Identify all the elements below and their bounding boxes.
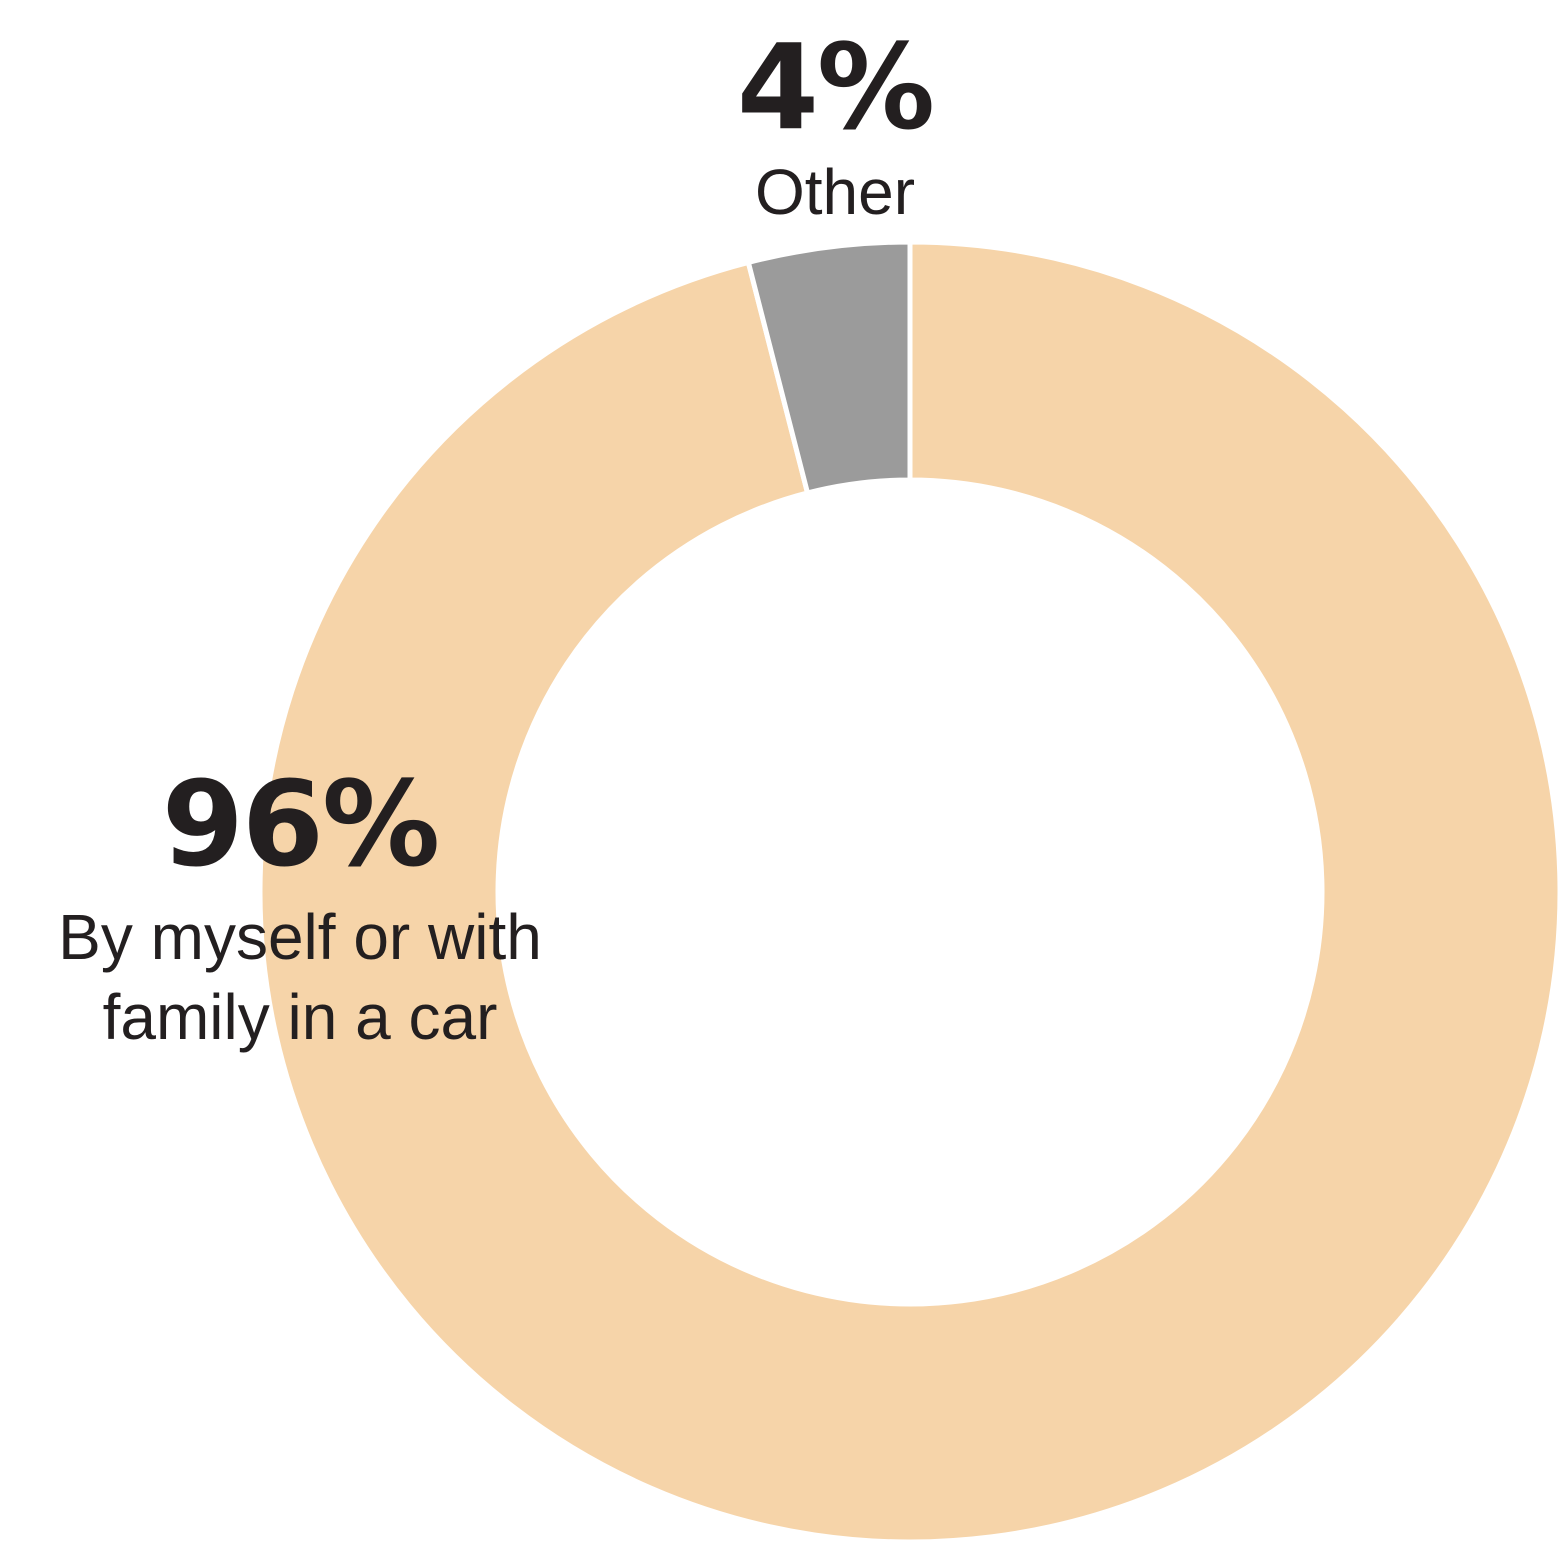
donut-slice-car xyxy=(257,239,1560,1542)
slice-category-label-car: By myself or with family in a car xyxy=(58,901,542,1053)
slice-label-car: 96% By myself or with family in a car xyxy=(0,765,600,1057)
slice-label-other: 4% Other xyxy=(700,28,970,224)
donut-slice-other xyxy=(745,239,913,496)
slice-category-label-other: Other xyxy=(754,156,916,228)
slice-value-label-car: 96% xyxy=(161,755,440,893)
slice-value-label-other: 4% xyxy=(736,18,935,156)
